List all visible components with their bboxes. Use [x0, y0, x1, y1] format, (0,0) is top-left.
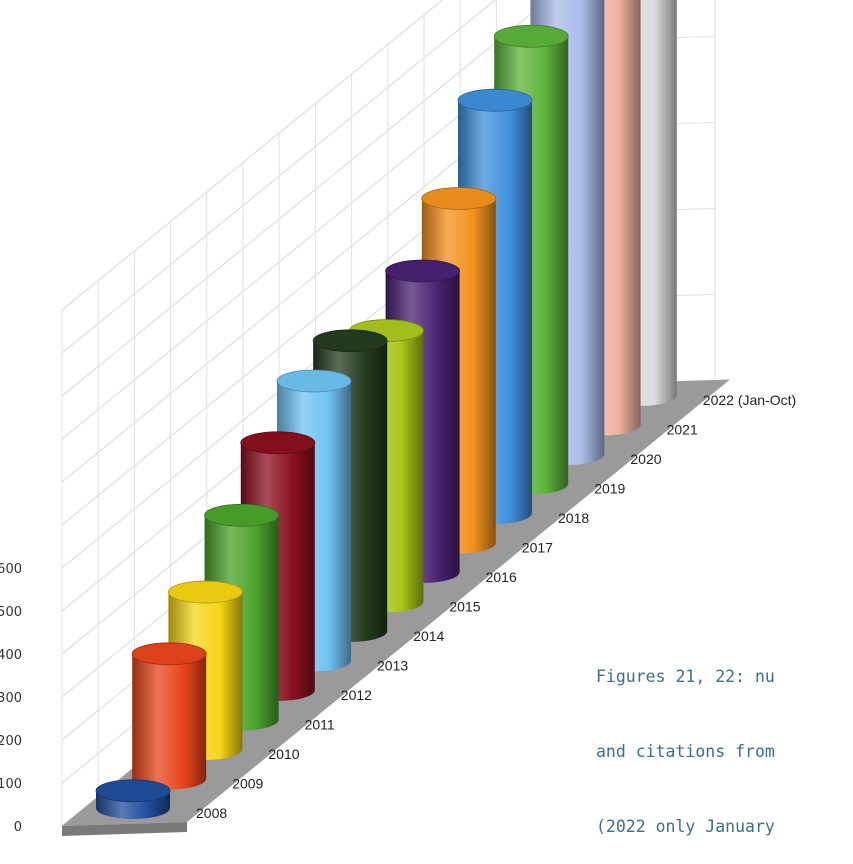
bar-top — [131, 642, 207, 666]
x-tick-label: 2022 (Jan-Oct) — [703, 392, 796, 408]
y-tick-label: 100 — [0, 777, 22, 792]
bar-top — [240, 431, 316, 455]
caption-line-2: and citations from — [596, 742, 775, 761]
bar-top — [167, 580, 243, 604]
bar-top — [385, 259, 461, 283]
bar-top — [312, 329, 388, 353]
x-tick-label: 2016 — [486, 569, 517, 585]
y-tick-label: 600 — [0, 562, 22, 577]
x-axis: 2008 2009 2010 2011 2012 2013 2014 2015 2016 2017… — [196, 392, 796, 821]
x-tick-label: 2013 — [377, 658, 408, 674]
bar-2008 — [95, 779, 171, 819]
bar-top — [204, 503, 280, 527]
x-tick-label: 2012 — [341, 687, 372, 703]
x-tick-label: 2008 — [196, 805, 227, 821]
x-tick-label: 2021 — [667, 422, 698, 438]
y-tick-label: 500 — [0, 605, 22, 620]
y-tick-label: 200 — [0, 734, 22, 749]
x-tick-label: 2014 — [413, 628, 444, 644]
bar-2009 — [131, 642, 207, 790]
x-tick-label: 2009 — [232, 776, 263, 792]
y-tick-label: 300 — [0, 691, 22, 706]
bar-top — [95, 779, 171, 803]
bar-top — [276, 369, 352, 393]
bar-body — [132, 653, 207, 790]
x-tick-label: 2019 — [594, 481, 625, 497]
y-tick-label: 0 — [14, 820, 22, 835]
cylinder-bar-chart: 0 100 200 300 400 500 600 2008 2009 2010 2011 2012… — [0, 0, 796, 836]
bars — [95, 0, 677, 819]
x-tick-label: 2020 — [630, 451, 661, 467]
gridline — [61, 0, 444, 311]
caption-line-1: Figures 21, 22: nu — [596, 667, 775, 686]
y-tick-label: 400 — [0, 648, 22, 663]
bar-top — [493, 24, 569, 48]
gridline — [61, 0, 496, 354]
y-axis: 0 100 200 300 400 500 600 — [0, 562, 22, 835]
bar-top — [421, 187, 497, 210]
bar-top — [457, 88, 533, 112]
x-tick-label: 2010 — [268, 746, 299, 762]
figure-caption: Figures 21, 22: nu and citations from (2… — [596, 614, 775, 864]
x-tick-label: 2018 — [558, 510, 589, 526]
x-tick-label: 2015 — [449, 599, 480, 615]
x-tick-label: 2017 — [522, 540, 553, 556]
x-tick-label: 2011 — [305, 717, 335, 733]
caption-line-3: (2022 only January — [596, 817, 775, 836]
